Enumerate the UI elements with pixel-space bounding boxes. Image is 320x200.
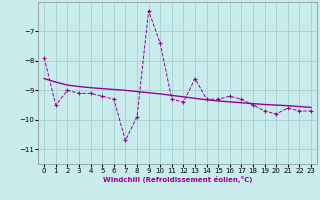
- X-axis label: Windchill (Refroidissement éolien,°C): Windchill (Refroidissement éolien,°C): [103, 176, 252, 183]
